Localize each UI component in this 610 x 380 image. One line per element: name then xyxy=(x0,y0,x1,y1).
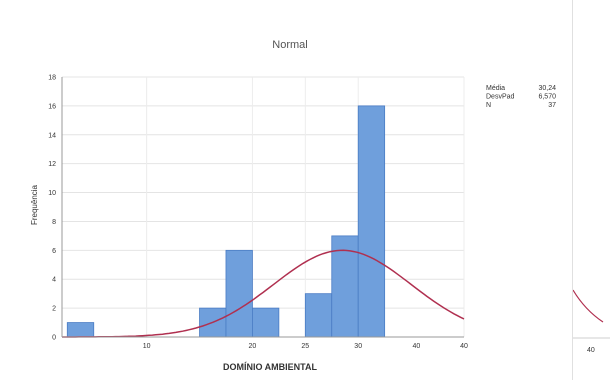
histogram-bar xyxy=(304,293,333,338)
y-tick-label: 4 xyxy=(52,277,56,284)
x-tick-label: 20 xyxy=(249,343,257,350)
plot-area xyxy=(62,77,464,337)
y-tick-label: 8 xyxy=(52,219,56,226)
y-tick-label: 10 xyxy=(48,190,56,197)
y-tick-labels: 0 2 4 6 8 10 12 14 16 18 xyxy=(48,75,56,342)
y-tick-label: 6 xyxy=(52,248,56,255)
histogram-bar xyxy=(66,322,95,338)
x-tick-labels: 10 20 25 30 40 40 xyxy=(143,343,468,350)
y-tick-label: 16 xyxy=(48,103,56,110)
x-tick-label: 40 xyxy=(460,343,468,350)
stat-value: 30,24 xyxy=(538,85,556,92)
y-tick-label: 18 xyxy=(48,75,56,82)
stats-box: Média 30,24 DesvPad 6,570 N 37 xyxy=(486,85,556,109)
stat-label: DesvPad xyxy=(486,94,515,101)
histogram-bar xyxy=(357,105,386,338)
histogram-chart: 0 2 4 6 8 10 12 14 16 18 10 20 25 30 40 40 Normal DOMÍ… xyxy=(30,39,556,372)
side-chart-fragment: 40 xyxy=(572,0,610,380)
normal-fit-curve xyxy=(62,249,465,338)
y-tick-label: 12 xyxy=(48,161,56,168)
y-tick-label: 0 xyxy=(52,335,56,342)
stat-label: N xyxy=(486,102,491,109)
side-curve xyxy=(573,289,604,323)
chart-title: Normal xyxy=(272,39,307,51)
y-tick-label: 14 xyxy=(48,132,56,139)
axes xyxy=(61,77,464,338)
histogram-bar xyxy=(252,307,280,338)
x-tick-label: 30 xyxy=(354,343,362,350)
histogram-bar xyxy=(225,249,253,338)
stat-value: 37 xyxy=(548,102,556,109)
histogram-bars xyxy=(66,105,386,338)
side-chart: 40 xyxy=(573,289,610,354)
y-tick-label: 2 xyxy=(52,306,56,313)
x-tick-label: 25 xyxy=(301,343,309,350)
stat-value: 6,570 xyxy=(538,94,556,101)
stat-label: Média xyxy=(486,85,505,92)
y-axis-label: Frequência xyxy=(30,184,39,225)
x-tick-label: 40 xyxy=(412,343,420,350)
x-tick-label: 10 xyxy=(143,343,151,350)
chart-panel: 0 2 4 6 8 10 12 14 16 18 10 20 25 30 40 40 Normal DOMÍ… xyxy=(0,0,572,380)
side-tick-label: 40 xyxy=(587,347,595,354)
x-axis-label: DOMÍNIO AMBIENTAL xyxy=(223,362,317,372)
